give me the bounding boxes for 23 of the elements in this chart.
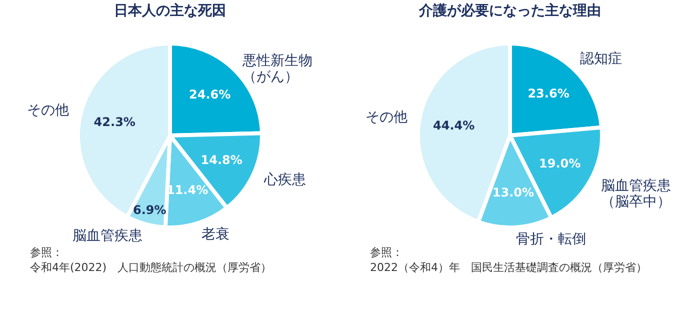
slice-label: 脳血管疾患（脳卒中） (600, 178, 671, 210)
slice-label: その他 (27, 102, 70, 119)
slice-label: その他 (366, 109, 408, 126)
data-label: 24.6% (189, 88, 231, 102)
data-label: 23.6% (528, 86, 570, 100)
slice-label: 老衰 (202, 226, 230, 243)
slice-label: 悪性新生物（がん） (242, 53, 313, 86)
data-label: 42.3% (94, 114, 136, 129)
chart-title: 介護が必要になった主な理由 (418, 2, 601, 19)
slice-label: 脳血管疾患 (72, 228, 143, 244)
data-label: 11.4% (166, 182, 208, 197)
data-label: 14.8% (200, 152, 242, 167)
text: 2022（令和4）年 国民生活基礎調査の概況（厚労省） (370, 260, 648, 276)
data-label: 13.0% (492, 185, 534, 200)
data-label: 44.4% (433, 118, 475, 133)
data-label: 19.0% (538, 156, 581, 170)
slice-label: 認知症 (580, 50, 622, 67)
text: 令和4年(2022) 人口動態統計の概況（厚労省） (30, 260, 273, 276)
slice-label: 心疾患 (263, 172, 306, 188)
text: 参照： (30, 245, 64, 260)
slice-label: 骨折・転倒 (516, 231, 586, 248)
chart-title: 日本人の主な死因 (114, 2, 226, 19)
text: 参照： (370, 246, 403, 259)
